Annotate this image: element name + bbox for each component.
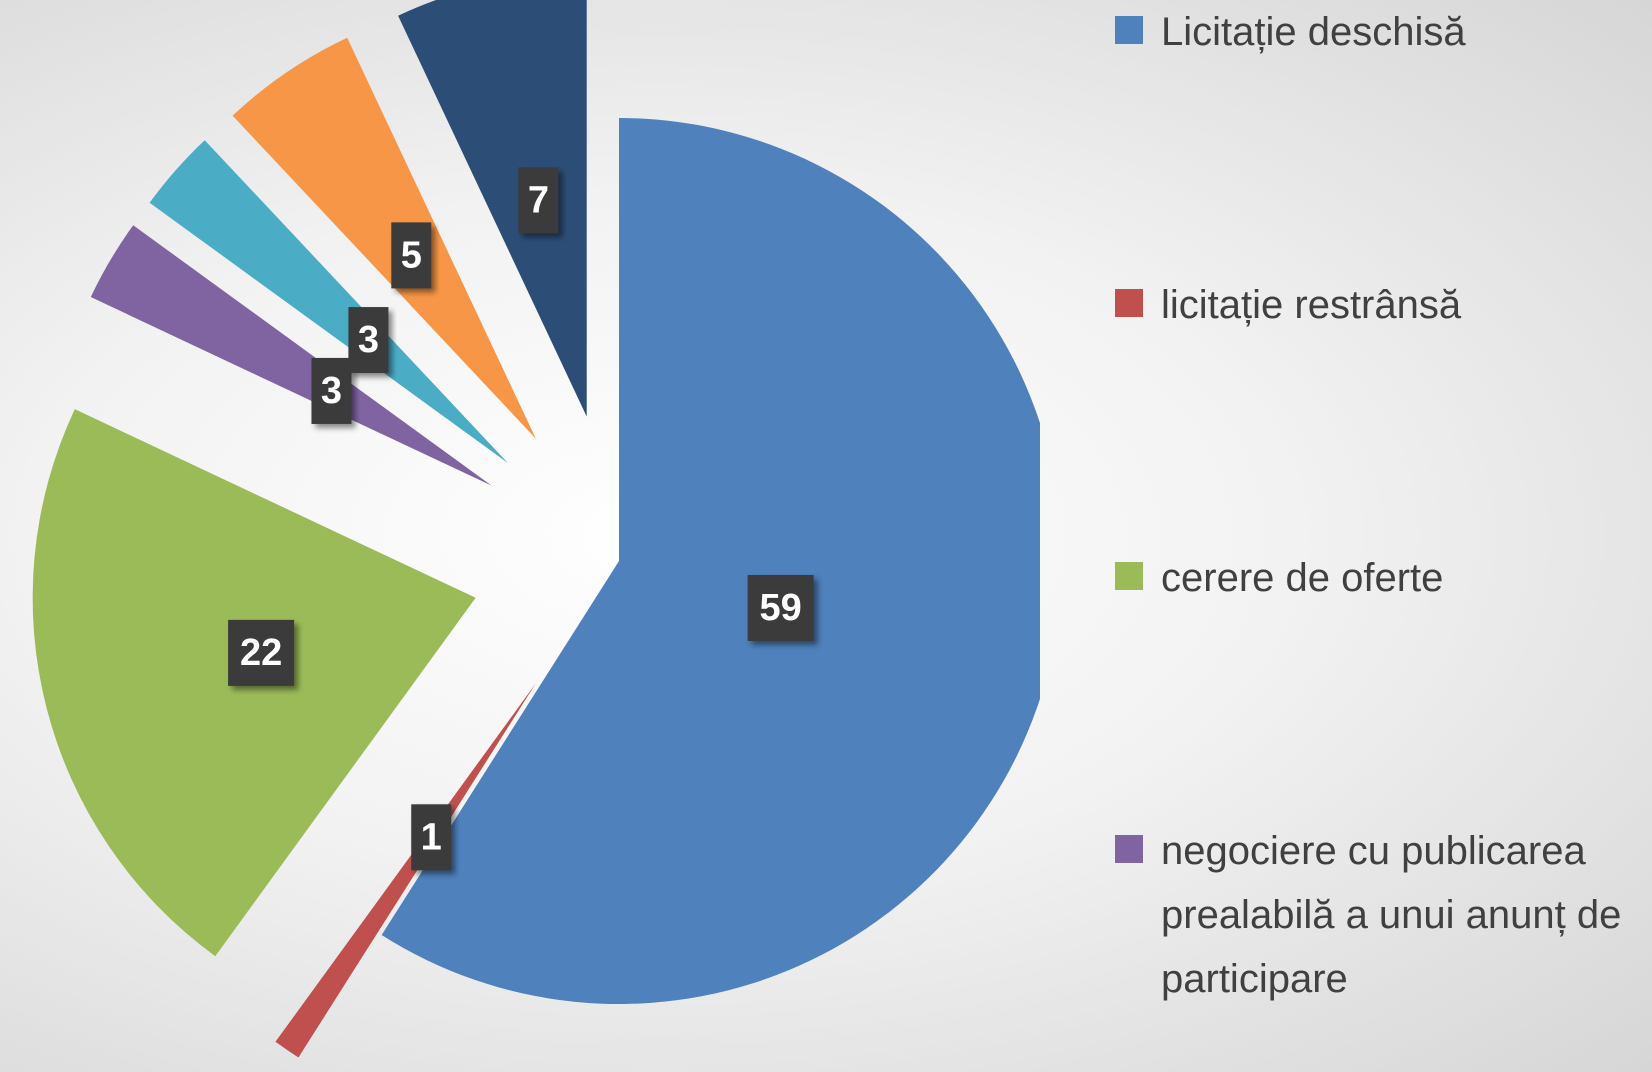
data-label-box bbox=[518, 167, 559, 234]
legend-entry: licitație restrânsă bbox=[1115, 273, 1652, 337]
pie-slice bbox=[90, 225, 492, 486]
data-label: 22 bbox=[240, 632, 282, 674]
data-label-box bbox=[747, 574, 814, 641]
legend-swatch bbox=[1115, 835, 1143, 863]
data-label-box bbox=[348, 307, 389, 374]
data-label-box bbox=[311, 357, 352, 424]
data-label: 5 bbox=[401, 234, 422, 276]
legend-swatch bbox=[1115, 16, 1143, 44]
data-label: 59 bbox=[760, 587, 802, 629]
legend-label: licitație restrânsă bbox=[1161, 283, 1462, 327]
data-label: 7 bbox=[528, 179, 549, 221]
legend-swatch bbox=[1115, 289, 1143, 317]
data-label: 1 bbox=[421, 816, 442, 858]
pie-slice bbox=[232, 37, 536, 439]
data-label: 3 bbox=[321, 370, 342, 412]
pie-slice bbox=[275, 683, 536, 1058]
data-label-box bbox=[411, 804, 452, 871]
legend-entry: negociere cu publicarea prealabilă a unu… bbox=[1115, 819, 1652, 1011]
pie-slice bbox=[398, 0, 587, 417]
legend-label: cerere de oferte bbox=[1161, 556, 1444, 600]
legend: Licitație deschisă licitație restrânsă cer… bbox=[1115, 0, 1652, 1072]
legend-label: Licitație deschisă bbox=[1161, 10, 1466, 54]
legend-label: negociere cu publicarea prealabilă a unu… bbox=[1161, 829, 1622, 1001]
chart: 59 1 22 33 5 7 bbox=[32, 0, 1040, 1058]
pie-slice bbox=[149, 140, 508, 464]
data-label-box bbox=[391, 222, 432, 289]
legend-entry: Licitație deschisă bbox=[1115, 0, 1652, 64]
pie-slice bbox=[381, 118, 1040, 1004]
legend-swatch bbox=[1115, 562, 1143, 590]
data-label: 3 bbox=[358, 319, 379, 361]
data-label-box bbox=[228, 619, 295, 686]
legend-entry: cerere de oferte bbox=[1115, 546, 1652, 610]
